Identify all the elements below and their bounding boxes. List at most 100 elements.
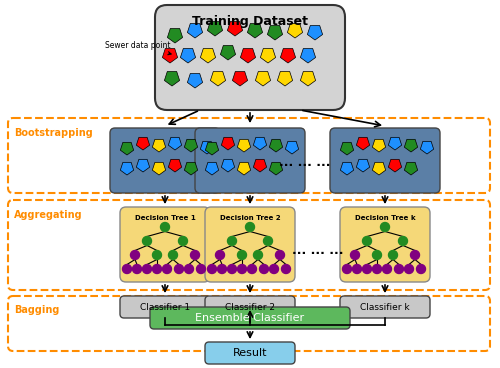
Polygon shape [340, 162, 353, 175]
Polygon shape [162, 49, 178, 63]
Circle shape [190, 251, 200, 259]
Polygon shape [188, 24, 202, 38]
Polygon shape [222, 137, 234, 150]
Text: Classifier k: Classifier k [360, 302, 410, 311]
Polygon shape [254, 137, 266, 150]
Polygon shape [356, 137, 370, 150]
Circle shape [208, 265, 216, 273]
Text: Training Dataset: Training Dataset [192, 15, 308, 28]
Polygon shape [248, 24, 262, 38]
Circle shape [362, 265, 372, 273]
Circle shape [372, 251, 382, 259]
Circle shape [264, 237, 272, 245]
Text: Bagging: Bagging [14, 305, 60, 315]
Circle shape [282, 265, 290, 273]
FancyBboxPatch shape [120, 207, 210, 282]
Polygon shape [228, 21, 242, 36]
Circle shape [410, 251, 420, 259]
FancyBboxPatch shape [205, 342, 295, 364]
Polygon shape [300, 71, 316, 86]
FancyBboxPatch shape [330, 128, 440, 193]
Circle shape [388, 251, 398, 259]
Circle shape [168, 251, 177, 259]
Circle shape [152, 265, 162, 273]
Text: Classifier 2: Classifier 2 [225, 302, 275, 311]
Polygon shape [208, 21, 222, 36]
Circle shape [218, 265, 226, 273]
Text: Aggregating: Aggregating [14, 210, 82, 220]
Polygon shape [270, 162, 282, 175]
Polygon shape [184, 139, 198, 152]
Polygon shape [164, 71, 180, 86]
Circle shape [216, 251, 224, 259]
Circle shape [238, 265, 246, 273]
Circle shape [228, 237, 236, 245]
Circle shape [142, 265, 152, 273]
Polygon shape [238, 162, 250, 175]
FancyBboxPatch shape [110, 128, 220, 193]
Circle shape [380, 223, 390, 231]
Polygon shape [206, 162, 218, 175]
Circle shape [382, 265, 392, 273]
Polygon shape [220, 46, 236, 60]
Circle shape [246, 223, 254, 231]
Polygon shape [254, 159, 266, 172]
Polygon shape [308, 25, 322, 40]
Polygon shape [256, 71, 270, 86]
Circle shape [352, 265, 362, 273]
Polygon shape [278, 71, 292, 86]
Text: Result: Result [233, 348, 267, 358]
Polygon shape [188, 74, 202, 88]
Circle shape [394, 265, 404, 273]
Polygon shape [152, 162, 166, 175]
Circle shape [196, 265, 205, 273]
Circle shape [372, 265, 382, 273]
Text: ... ... ...: ... ... ... [279, 156, 331, 169]
Circle shape [398, 237, 407, 245]
FancyBboxPatch shape [195, 128, 305, 193]
Circle shape [404, 265, 413, 273]
Text: Decision Tree k: Decision Tree k [354, 215, 416, 221]
Polygon shape [300, 49, 316, 63]
Circle shape [342, 265, 351, 273]
Polygon shape [120, 162, 134, 175]
Polygon shape [168, 137, 181, 150]
Polygon shape [222, 159, 234, 172]
Polygon shape [168, 159, 181, 172]
Text: ... ... ...: ... ... ... [292, 244, 344, 256]
Polygon shape [372, 162, 386, 175]
FancyBboxPatch shape [340, 296, 430, 318]
FancyBboxPatch shape [120, 296, 210, 318]
Polygon shape [238, 139, 250, 152]
Polygon shape [372, 139, 386, 152]
Circle shape [152, 251, 162, 259]
Circle shape [142, 237, 152, 245]
Circle shape [276, 251, 284, 259]
Polygon shape [240, 49, 256, 63]
FancyBboxPatch shape [155, 5, 345, 110]
Polygon shape [136, 159, 149, 172]
Polygon shape [420, 141, 434, 154]
Circle shape [254, 251, 262, 259]
Polygon shape [280, 49, 295, 63]
Text: Decision Tree 1: Decision Tree 1 [134, 215, 196, 221]
FancyBboxPatch shape [205, 207, 295, 282]
Circle shape [270, 265, 278, 273]
Polygon shape [268, 25, 282, 40]
Circle shape [362, 237, 372, 245]
Text: Ensemble Classifier: Ensemble Classifier [196, 313, 304, 323]
Circle shape [416, 265, 426, 273]
Polygon shape [356, 159, 370, 172]
Circle shape [160, 223, 170, 231]
Polygon shape [232, 71, 248, 86]
Circle shape [174, 265, 184, 273]
Polygon shape [210, 71, 226, 86]
Polygon shape [120, 142, 134, 155]
Polygon shape [388, 137, 402, 150]
Circle shape [350, 251, 360, 259]
Polygon shape [206, 142, 218, 155]
Polygon shape [180, 49, 196, 63]
Polygon shape [136, 137, 149, 150]
Circle shape [260, 265, 268, 273]
Polygon shape [184, 162, 198, 175]
